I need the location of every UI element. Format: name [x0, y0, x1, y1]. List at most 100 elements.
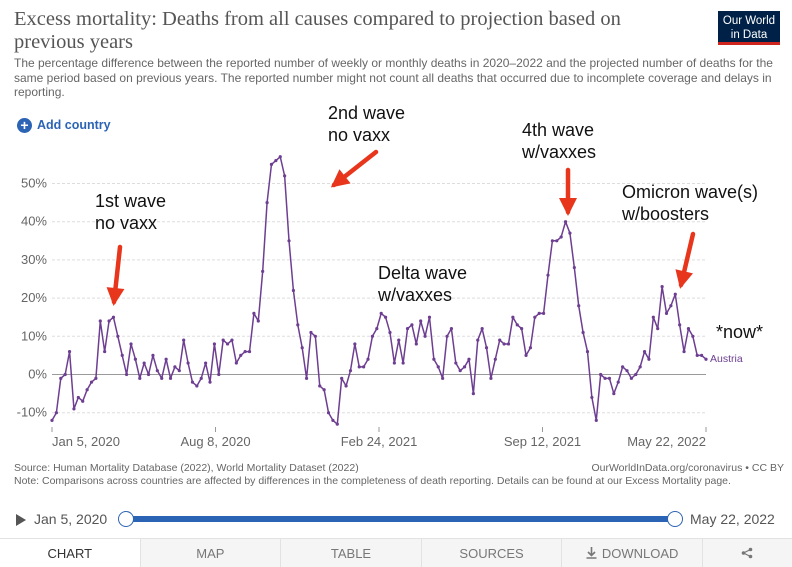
data-point [142, 361, 146, 365]
data-point [208, 380, 212, 384]
data-point [173, 365, 177, 369]
source-url[interactable]: OurWorldInData.org/coronavirus • CC BY [591, 462, 784, 474]
y-tick-label: 50% [21, 176, 47, 191]
y-tick-label: 10% [21, 328, 47, 343]
data-point [375, 327, 379, 331]
x-tick-label: Aug 8, 2020 [180, 434, 250, 449]
data-point [524, 353, 528, 357]
data-point [502, 342, 506, 346]
data-point [283, 174, 287, 178]
data-point [410, 323, 414, 327]
data-point [686, 327, 691, 331]
data-point [72, 407, 76, 411]
data-point [546, 273, 550, 277]
chart-subtitle: The percentage difference between the re… [14, 56, 773, 99]
data-point [182, 338, 186, 342]
data-point [296, 323, 300, 327]
data-point [94, 376, 98, 380]
data-point [309, 330, 313, 335]
data-point [177, 369, 181, 373]
data-point [111, 315, 116, 319]
data-point [212, 342, 217, 346]
y-tick-label: 0% [28, 367, 47, 382]
data-point [642, 349, 647, 354]
data-point [107, 319, 111, 323]
data-point [331, 418, 335, 422]
annotation-line: 2nd wave [328, 103, 405, 123]
tab-sources[interactable]: SOURCES [420, 539, 562, 567]
owid-logo[interactable]: Our World in Data [718, 11, 780, 45]
grid-layer [52, 183, 706, 414]
timeline-track[interactable] [126, 516, 674, 522]
data-point [304, 376, 309, 380]
data-point [190, 380, 195, 384]
data-point [577, 304, 581, 308]
annotation-arrow-head [559, 198, 577, 216]
tab-table[interactable]: TABLE [280, 539, 421, 567]
tab-map-label: MAP [196, 545, 225, 561]
data-point [81, 399, 85, 403]
data-point [691, 334, 695, 338]
play-icon[interactable] [16, 514, 26, 526]
tab-map[interactable]: MAP [139, 539, 281, 567]
annotation-arrow-head [675, 269, 693, 289]
x-axis: Jan 5, 2020 Aug 8, 2020 Feb 24, 2021 Sep 12… [51, 427, 707, 449]
data-point [103, 349, 107, 354]
chart-title: Excess mortality: Deaths from all causes… [14, 8, 621, 53]
y-tick-label: 20% [21, 290, 47, 305]
data-point [243, 349, 247, 354]
data-point [603, 376, 607, 380]
timeline-end-handle[interactable] [667, 511, 683, 527]
data-point [239, 353, 243, 357]
data-point [476, 338, 480, 342]
data-point [467, 357, 471, 361]
data-point [682, 349, 686, 354]
data-point [120, 353, 124, 357]
data-point [590, 395, 594, 400]
tab-sources-label: SOURCES [459, 545, 524, 561]
data-point [318, 384, 322, 388]
annotation-line: no vaxx [95, 213, 157, 233]
data-point [50, 418, 54, 422]
data-point [392, 361, 396, 365]
share-button[interactable] [701, 539, 792, 567]
data-point [537, 311, 541, 315]
data-point [85, 388, 89, 392]
data-point [651, 315, 655, 319]
y-tick-label: 30% [21, 252, 47, 267]
data-point [269, 162, 274, 166]
data-point [568, 231, 572, 235]
data-point [511, 315, 515, 319]
add-country-button[interactable]: + Add country [17, 117, 111, 133]
data-point [695, 353, 699, 357]
annotation-line: 1st wave [95, 191, 166, 211]
tab-chart[interactable]: CHART [0, 539, 140, 567]
annotation-label: Delta wave w/vaxxes [377, 263, 467, 305]
share-icon [742, 547, 753, 559]
data-point [129, 342, 133, 346]
data-point [388, 330, 392, 335]
data-point [146, 372, 151, 377]
data-point [225, 342, 230, 346]
annotation-line: no vaxx [328, 125, 390, 145]
data-point [647, 357, 651, 361]
annotation-line: 4th wave [522, 120, 594, 140]
tab-download[interactable]: DOWNLOAD [561, 539, 702, 567]
tab-download-label: DOWNLOAD [601, 545, 679, 561]
data-point [572, 265, 576, 270]
chart-footer: Source: Human Mortality Database (2022),… [14, 462, 784, 487]
annotation-label: 4th wave w/vaxxes [521, 120, 596, 162]
data-point [493, 357, 497, 361]
data-point [629, 376, 633, 380]
download-icon [586, 547, 597, 559]
data-point [362, 365, 366, 369]
data-point [287, 239, 291, 243]
data-point [458, 369, 462, 373]
data-point [616, 380, 620, 384]
note-text: Note: Comparisons across countries are a… [14, 474, 731, 487]
data-point [252, 311, 256, 315]
timeline-start-handle[interactable] [118, 511, 134, 527]
data-point [278, 155, 282, 159]
data-point [291, 288, 296, 293]
data-point [441, 376, 445, 380]
